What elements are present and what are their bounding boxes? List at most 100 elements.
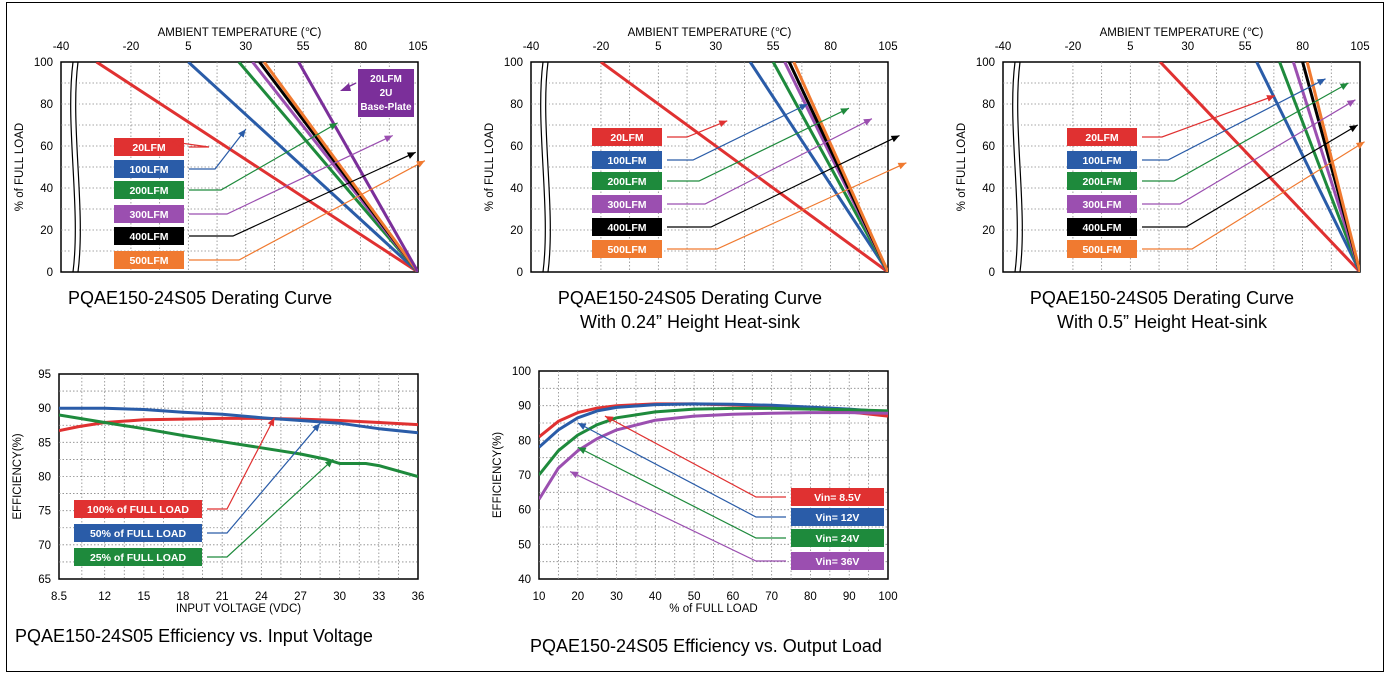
series-line: [1278, 62, 1360, 272]
legend-swatch: [1067, 218, 1137, 236]
x-tick-label: 10: [533, 591, 546, 603]
leader-line: [1142, 78, 1326, 161]
x-tick-label: 18: [177, 591, 190, 603]
leader-line: [1142, 124, 1359, 228]
leader-line: [667, 134, 900, 228]
leader-arrowhead: [718, 120, 728, 128]
y-tick-label: 100: [34, 57, 53, 69]
leader-arrowhead: [1316, 78, 1326, 86]
leader-line: [189, 160, 426, 261]
series-line: [262, 62, 418, 272]
baseplate-callout-label: Base-Plate: [360, 102, 412, 113]
leader-arrowhead: [328, 122, 338, 130]
legend-swatch: [1067, 195, 1137, 213]
legend-label: 500LFM: [129, 255, 168, 267]
y-tick-label: 90: [518, 401, 531, 413]
x-tick-label: 90: [843, 591, 856, 603]
x-tick-label: -40: [523, 41, 540, 53]
legend-label: 300LFM: [1082, 199, 1121, 211]
leader-arrowhead: [577, 447, 587, 455]
x-tick-label: -20: [1065, 41, 1082, 53]
caption-chart-2-title: PQAE150-24S05 Derating Curve: [557, 288, 823, 308]
caption-chart-3-subtitle: With 0.5” Height Heat-sink: [1056, 312, 1268, 332]
legend-swatch: [114, 205, 184, 223]
y-tick-label: 70: [38, 540, 51, 552]
legend-label: 300LFM: [607, 199, 646, 211]
y-tick-label: 90: [38, 403, 51, 415]
y-axis-title: % of FULL LOAD: [956, 123, 968, 211]
y-tick-label: 40: [510, 183, 523, 195]
leader-line: [207, 417, 275, 510]
y-tick-label: 20: [40, 225, 53, 237]
series-line: [237, 62, 418, 272]
leader-line: [172, 141, 210, 148]
legend-label: 500LFM: [1082, 244, 1121, 256]
leader-arrowhead: [324, 459, 334, 468]
x-tick-label: 40: [649, 591, 662, 603]
series-line: [95, 62, 418, 272]
x-tick-label: 55: [297, 41, 310, 53]
leader-arrowhead: [312, 423, 321, 432]
leader-line: [667, 162, 907, 250]
x-axis-title: AMBIENT TEMPERATURE (℃): [1100, 27, 1264, 39]
series-line: [771, 62, 888, 272]
x-tick-label: -20: [593, 41, 610, 53]
caption-chart-5: PQAE150-24S05 Efficiency vs. Output Load: [530, 634, 970, 658]
x-tick-label: 21: [216, 591, 229, 603]
leader-arrowhead: [1266, 95, 1276, 102]
x-tick-label: 30: [239, 41, 252, 53]
legend-label: 50% of FULL LOAD: [90, 528, 186, 540]
y-tick-label: 20: [510, 225, 523, 237]
legend-swatch: [114, 138, 184, 156]
x-tick-label: 80: [824, 41, 837, 53]
leader-arrowhead: [577, 423, 587, 430]
legend-label: 400LFM: [1082, 222, 1121, 234]
series-line: [600, 62, 888, 272]
x-tick-label: -40: [53, 41, 70, 53]
y-tick-label: 80: [38, 472, 51, 484]
y-tick-label: 40: [982, 183, 995, 195]
leader-line: [189, 122, 338, 191]
axis-break-line: [1017, 61, 1023, 273]
leader-arrowhead: [267, 417, 275, 427]
y-tick-label: 100: [512, 366, 531, 378]
legend-swatch: [592, 172, 662, 190]
x-tick-label: 105: [408, 41, 427, 53]
y-tick-label: 100: [504, 57, 523, 69]
y-axis-title: EFFICIENCY(%): [492, 432, 504, 518]
legend-label: Vin= 8.5V: [814, 492, 861, 504]
chart-3: -40 -20 5 30 55 80 105 0 20 40 60 80 100 AMBIENT TEMP…: [956, 27, 1370, 279]
y-tick-label: 60: [40, 141, 53, 153]
leader-arrowhead: [384, 135, 393, 143]
leader-arrowhead: [416, 160, 425, 168]
chart-4: 8.5 12 15 18 21 24 27 30 33 36 65 70 75 80 85 90 95 INPUT…: [12, 369, 424, 615]
legend-swatch: [74, 524, 202, 542]
y-tick-label: 20: [982, 225, 995, 237]
x-axis-title: AMBIENT TEMPERATURE (℃): [158, 27, 322, 39]
legend-label: 25% of FULL LOAD: [90, 552, 186, 564]
series-line: [187, 62, 418, 272]
y-axis-title: % of FULL LOAD: [484, 123, 496, 211]
x-tick-label: 36: [412, 591, 425, 603]
caption-chart-4-title: PQAE150-24S05 Efficiency vs. Input Volta…: [15, 626, 373, 646]
x-tick-label: 30: [1181, 41, 1194, 53]
axis-break-mask: [1013, 63, 1021, 271]
y-tick-label: 50: [518, 539, 531, 551]
series-group: [539, 402, 888, 501]
y-tick-label: 60: [982, 141, 995, 153]
legend-swatch: [74, 500, 202, 518]
legend-swatch: [114, 160, 184, 178]
legend-swatch: [114, 251, 184, 269]
series-line: [59, 406, 418, 435]
leader-line: [1142, 95, 1276, 138]
y-tick-label: 0: [989, 267, 995, 279]
x-tick-label: 80: [1296, 41, 1309, 53]
y-tick-label: 65: [38, 574, 51, 586]
legend-swatch: [592, 128, 662, 146]
baseplate-callout: [358, 69, 414, 117]
series-line: [748, 62, 888, 272]
legend-label: 100LFM: [129, 164, 168, 176]
x-tick-label: 80: [804, 591, 817, 603]
legend-label: 200LFM: [607, 176, 646, 188]
caption-chart-3: PQAE150-24S05 Derating Curve With 0.5” H…: [987, 286, 1337, 334]
